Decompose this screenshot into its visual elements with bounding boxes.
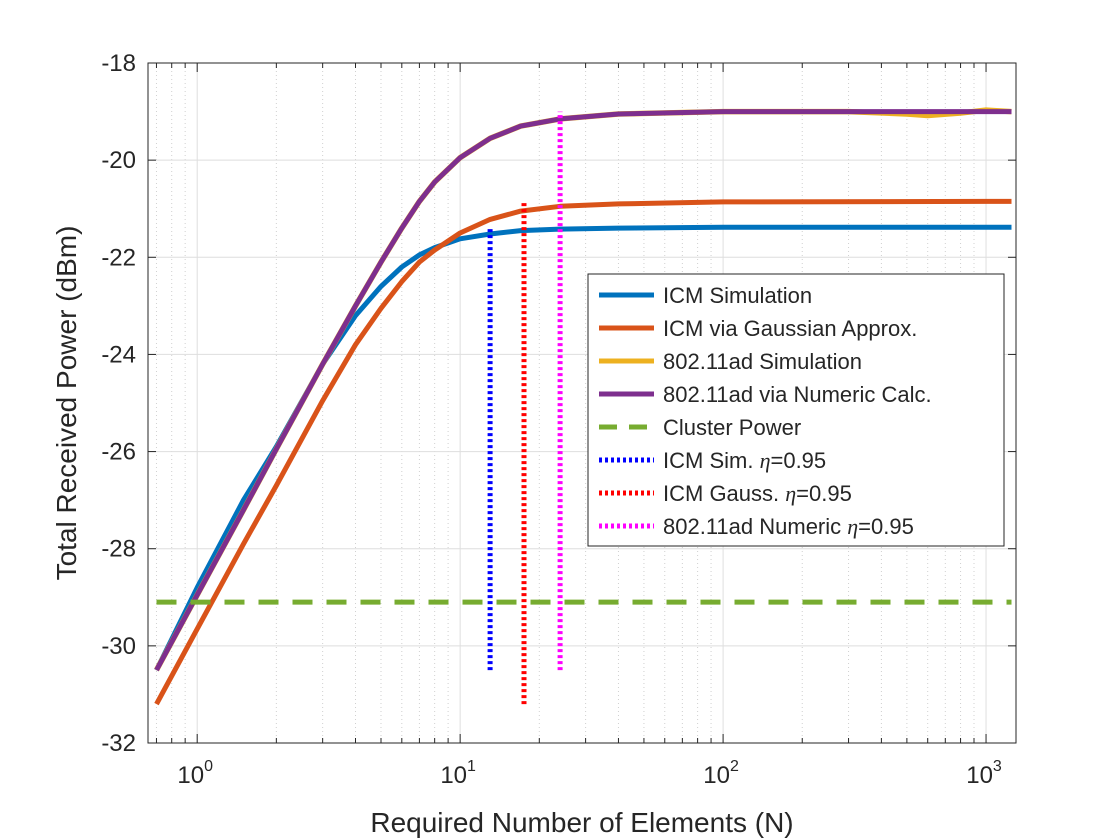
- legend-label-2: 802.11ad Simulation: [663, 349, 862, 374]
- x-axis-label: Required Number of Elements (N): [370, 807, 793, 838]
- y-tick-label: -30: [101, 633, 136, 660]
- y-axis-label: Total Received Power (dBm): [51, 226, 82, 581]
- plot-frame: [147, 62, 1017, 744]
- y-tick-label: -22: [101, 244, 136, 271]
- series-lines: [154, 107, 1012, 706]
- y-tick-label: -18: [101, 50, 136, 77]
- x-tick-label: 101: [440, 758, 476, 789]
- legend-box: [587, 273, 1005, 547]
- axis-ticks: -18 -20 -22 -24 -26 -28 -30 -32 100 101 102 103: [101, 50, 1016, 789]
- legend: ICM Simulation ICM via Gaussian Approx. 80…: [587, 273, 1005, 547]
- x-tick-label: 100: [177, 758, 213, 789]
- y-tick-label: -20: [101, 147, 136, 174]
- y-tick-label: -28: [101, 536, 136, 563]
- y-tick-label: -32: [101, 730, 136, 757]
- series-line-1: [154, 198, 1012, 706]
- legend-label-6: ICM Gauss. η=0.95: [663, 481, 852, 506]
- series-line-3: [154, 109, 1012, 672]
- legend-label-3: 802.11ad via Numeric Calc.: [663, 382, 932, 407]
- legend-label-7: 802.11ad Numeric η=0.95: [663, 514, 914, 539]
- legend-label-0: ICM Simulation: [663, 283, 812, 308]
- x-tick-label: 103: [966, 758, 1002, 789]
- legend-label-1: ICM via Gaussian Approx.: [663, 316, 917, 341]
- y-tick-label: -26: [101, 439, 136, 466]
- legend-label-5: ICM Sim. η=0.95: [663, 448, 826, 473]
- x-tick-label: 102: [703, 758, 739, 789]
- y-tick-label: -24: [101, 341, 136, 368]
- legend-label-4: Cluster Power: [663, 415, 801, 440]
